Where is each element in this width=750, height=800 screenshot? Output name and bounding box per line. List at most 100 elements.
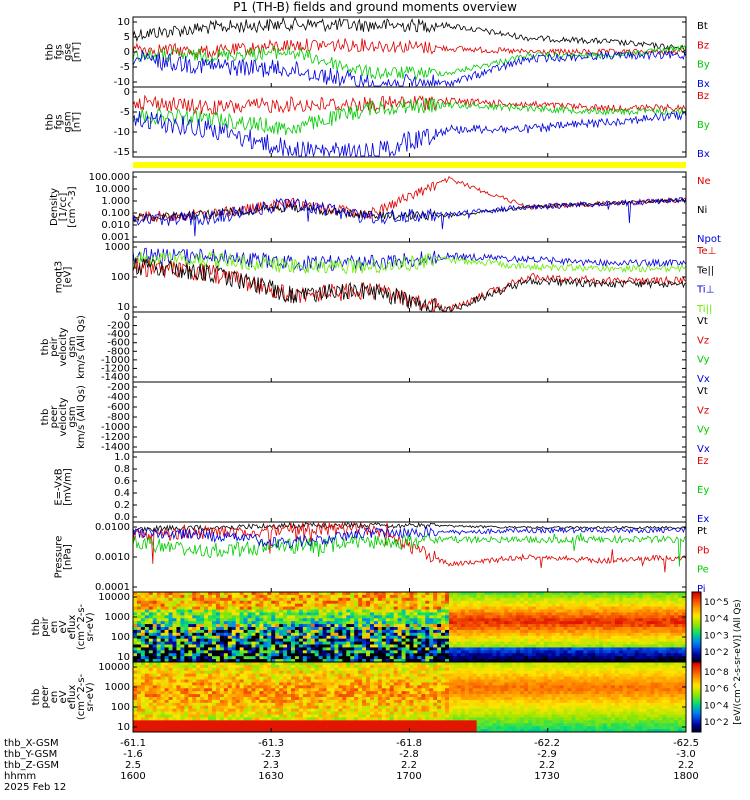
legend-peir-vel: Vz bbox=[697, 335, 709, 346]
footer-row-label: thb_Y-GSM bbox=[4, 749, 58, 760]
tick-label-fgs-gsm: -5 bbox=[120, 107, 130, 118]
orbit-bar bbox=[133, 162, 686, 168]
panel-frame-temp bbox=[132, 241, 687, 313]
legend-temp: Te⊥ bbox=[696, 246, 716, 257]
legend-fgs-gse: Bz bbox=[697, 40, 709, 51]
colorbar-frame bbox=[691, 661, 702, 733]
legend-peer-vel: Vy bbox=[697, 425, 710, 436]
legend-fgs-gse: Bt bbox=[697, 21, 708, 32]
tick-label-fgs-gsm: -10 bbox=[114, 127, 130, 138]
axis-title-fgs-gse: fgs bbox=[54, 44, 65, 59]
legend-peer-vel: Vz bbox=[697, 405, 709, 416]
axis-title-fgs-gsm: fgs bbox=[54, 114, 65, 129]
tick-label-fgs-gsm: -15 bbox=[114, 147, 130, 158]
page-title: P1 (TH-B) fields and ground moments over… bbox=[233, 0, 517, 14]
footer-value: -62.2 bbox=[534, 738, 560, 749]
footer-value: -61.1 bbox=[120, 738, 146, 749]
footer-row-label: thb_Z-GSM bbox=[4, 760, 59, 771]
tick-label-peir-spec: 1000 bbox=[105, 612, 130, 623]
pb-line bbox=[132, 521, 687, 573]
axis-title-density: [1/cc] bbox=[58, 193, 69, 222]
legend-temp: Ti|| bbox=[696, 304, 712, 315]
tick-label-peer-vel: -200 bbox=[107, 382, 130, 393]
axis-title-pressure: Pressure bbox=[54, 536, 65, 579]
tick-label-peir-vel: -600 bbox=[107, 338, 130, 349]
axis-title-peir-vel: peir bbox=[49, 336, 60, 356]
npot-line bbox=[132, 196, 687, 237]
peer-spectrogram bbox=[133, 662, 687, 733]
axis-title-temp: moqt3 bbox=[54, 261, 65, 294]
ne-line bbox=[132, 175, 687, 223]
legend-pressure: Pe bbox=[697, 565, 709, 576]
legend-peer-vel: Vt bbox=[697, 386, 708, 397]
footer-value: 2.5 bbox=[125, 760, 141, 771]
axis-title-peer-spec: peer bbox=[40, 685, 51, 709]
axis-title-peer-spec: eV bbox=[58, 690, 69, 703]
tick-label-density: 1.000 bbox=[101, 196, 130, 207]
axis-title-peir-spec: eflux bbox=[67, 615, 78, 640]
axis-title-fgs-gsm: gsm bbox=[63, 111, 74, 132]
legend-temp: Ti⊥ bbox=[696, 285, 714, 296]
axis-title-peir-spec: sr-eV) bbox=[85, 612, 96, 641]
colorbar-tick: 10^2 bbox=[704, 648, 729, 658]
axis-title-fgs-gsm: [nT] bbox=[72, 112, 83, 132]
footer-value: 1600 bbox=[120, 771, 146, 782]
tick-label-peir-spec: 100 bbox=[111, 632, 130, 643]
legend-density: Npot bbox=[697, 234, 721, 245]
tick-label-peir-spec: 10000 bbox=[98, 592, 130, 603]
footer-value: 1700 bbox=[396, 771, 422, 782]
tick-label-peer-spec: 10 bbox=[117, 722, 130, 733]
footer-value: -3.0 bbox=[676, 749, 696, 760]
ti-par-line bbox=[132, 250, 687, 275]
footer-row-label: hhmm bbox=[4, 771, 37, 782]
tick-label-density: 0.001 bbox=[101, 232, 130, 243]
footer-date: 2025 Feb 12 bbox=[4, 782, 67, 793]
legend-fgs-gse: By bbox=[697, 60, 710, 71]
tick-label-fgs-gse: 0 bbox=[124, 47, 130, 58]
legend-fgs-gsm: Bx bbox=[697, 149, 710, 160]
legend-fgs-gsm: Bz bbox=[697, 91, 709, 102]
tick-label-temp: 100 bbox=[111, 272, 130, 283]
tick-label-peer-vel: -1000 bbox=[101, 422, 130, 433]
legend-efield: Ex bbox=[697, 514, 709, 525]
panel-frame-peir-vel bbox=[132, 311, 687, 383]
footer-value: 2.2 bbox=[678, 760, 694, 771]
axis-title-peir-spec: en bbox=[49, 621, 60, 634]
axis-title-peir-vel: km/s (All Qs) bbox=[76, 315, 87, 379]
footer-value: 2.2 bbox=[401, 760, 417, 771]
legend-pressure: Pt bbox=[697, 526, 707, 537]
axis-title-density: Density bbox=[49, 188, 60, 226]
legend-efield: Ey bbox=[697, 485, 709, 496]
tick-label-peir-vel: -1000 bbox=[101, 355, 130, 366]
tick-label-peir-vel: -400 bbox=[107, 329, 130, 340]
axis-title-peer-vel: thb bbox=[40, 409, 51, 426]
tick-label-efield: 0.2 bbox=[114, 500, 130, 511]
axis-title-peir-vel: velocity bbox=[58, 327, 69, 366]
gsm-bx-line bbox=[132, 111, 687, 158]
axis-title-peir-spec: thb bbox=[31, 619, 42, 636]
te-par-line bbox=[132, 258, 687, 312]
footer-value: -2.8 bbox=[399, 749, 419, 760]
tick-label-fgs-gse: 10 bbox=[117, 17, 130, 28]
footer-value: -2.9 bbox=[537, 749, 557, 760]
colorbar-0 bbox=[692, 592, 701, 663]
legend-efield: Ez bbox=[697, 456, 709, 467]
tick-label-efield: 0.8 bbox=[114, 464, 130, 475]
pi-line bbox=[132, 525, 687, 549]
axis-title-peer-spec: (cm^2-s- bbox=[76, 673, 87, 720]
axis-title-peer-spec: thb bbox=[31, 689, 42, 706]
axis-title-peir-vel: gsm bbox=[67, 336, 78, 357]
axis-title-peer-vel: peer bbox=[49, 405, 60, 429]
footer-value: 2.3 bbox=[263, 760, 279, 771]
tick-label-temp: 1000 bbox=[105, 242, 130, 253]
legend-pressure: Pi bbox=[697, 584, 706, 595]
gsm-by-line bbox=[132, 97, 687, 136]
tick-label-pressure: 0.0100 bbox=[95, 522, 130, 533]
tick-label-fgs-gse: -10 bbox=[114, 77, 130, 88]
axis-title-pressure: [nPa] bbox=[63, 544, 74, 570]
axis-title-fgs-gse: gse bbox=[63, 43, 74, 61]
colorbar-tick: 10^6 bbox=[704, 685, 729, 695]
axis-title-peir-vel: thb bbox=[40, 339, 51, 356]
tick-label-peer-spec: 100 bbox=[111, 702, 130, 713]
panel-frame-peer-vel bbox=[132, 381, 687, 453]
